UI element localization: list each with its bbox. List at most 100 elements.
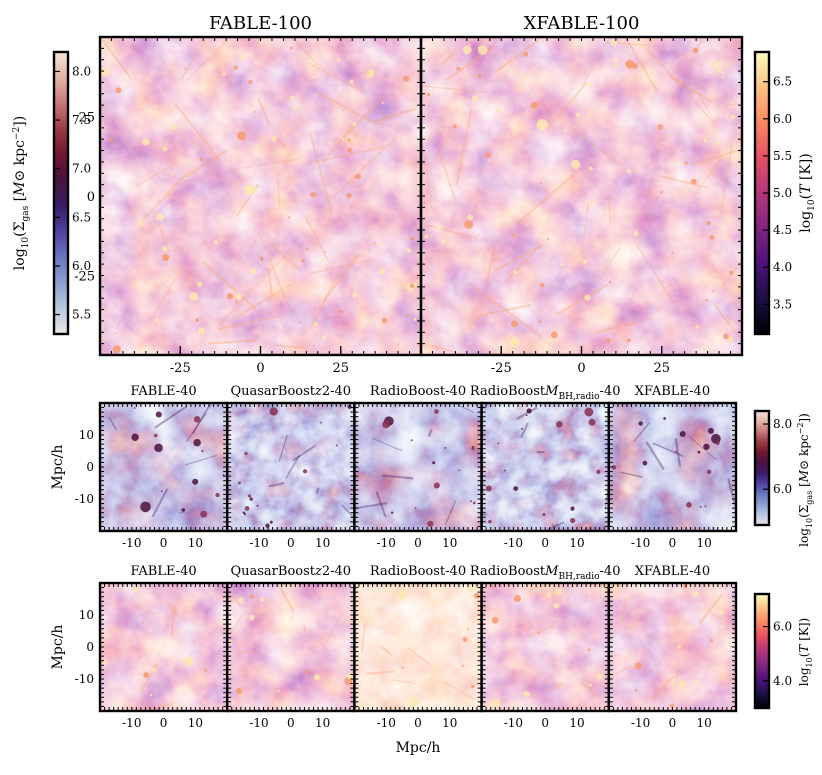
middle-xtick-label: 0 (541, 536, 549, 550)
middle-panel-4-halo (703, 443, 710, 450)
middle-ytick-label: -10 (75, 492, 94, 506)
bottom-panel-3-minor-ticks (481, 583, 609, 711)
top-panel-1-halo (423, 201, 426, 204)
top-panel-0-halo (240, 167, 243, 170)
top-panel-0-halo (112, 345, 121, 354)
top-panel-0-halo (171, 172, 175, 176)
bottom-colorbar-tick-label: 4.0 (773, 674, 792, 688)
top-panel-1-halo (511, 233, 516, 237)
top-panel-1-halo (608, 280, 612, 284)
bottom-xtick-label: 0 (287, 716, 295, 730)
top-panel-1-halo (467, 214, 474, 221)
middle-panel-2-halo (472, 446, 474, 448)
middle-xtick-label: -10 (631, 536, 650, 550)
top-panel-1-minor-ticks (421, 37, 742, 355)
T: T (798, 183, 814, 194)
top-panel-1-filament (479, 303, 532, 317)
top-panel-0-filament (202, 261, 257, 310)
title-part: -40 (600, 564, 621, 579)
bottom-panel-4-halo (635, 662, 642, 670)
top-panel-1-halo (626, 169, 632, 174)
middle-panel-1-halo (302, 469, 308, 474)
top-panel-0-halo (233, 312, 236, 315)
top-left-colorbar: 8.0 7.5 7.0 6.5 6.0 5.5 (52, 50, 91, 336)
top-panel-1-halo (564, 129, 567, 133)
middle-panel-2-filament (375, 491, 387, 518)
title-part: 2-40 (322, 384, 351, 399)
top-panel-0-halo (312, 75, 317, 79)
middle-panel-0-halo (133, 407, 136, 409)
top-panel-0-halo (259, 262, 262, 264)
top-panel-1-halo (681, 150, 684, 152)
bottom-panel-4-filament (609, 665, 632, 678)
middle-panel-3-filament (516, 406, 538, 420)
middle-panel-1-halo (244, 451, 248, 456)
top-panel-0-halo (311, 305, 314, 308)
top-xtick-label: 0 (577, 361, 585, 376)
top-panel-1-filament (659, 174, 709, 189)
top-panel-0-halo (240, 54, 246, 60)
bottom-panel-3-filament (549, 682, 564, 692)
middle-panel-3-halo (503, 469, 506, 472)
top-panel-0-filament (160, 281, 176, 294)
middle-colorbar-label: log10(Σgas [M⊙ kpc−2]) (796, 413, 814, 547)
middle-panel-4-halo (706, 469, 712, 475)
middle-panel-3-halo (485, 485, 492, 492)
bottom-panel-2-field (354, 583, 482, 711)
bottom-panel-2-halo (456, 607, 458, 610)
middle-panel-1-minor-ticks (227, 403, 355, 531)
middle-panel-3-halo (570, 506, 575, 511)
bottom-panel-2-halo (473, 592, 480, 599)
bottom-xtick-label: 0 (669, 716, 677, 730)
bottom-panel-4-filament (710, 612, 737, 627)
bottom-panel-2-halo (431, 622, 435, 625)
bottom-panel-2-halo (428, 685, 432, 689)
bottom-panel-2-halo (397, 589, 408, 600)
bottom-panel-2 (353, 581, 483, 713)
top-panel-1-halo (712, 61, 719, 68)
top-left-colorbar-label: log10(Σgas [M⊙ kpc−2]) (12, 116, 31, 270)
middle-panel-1-filament (285, 454, 301, 479)
middle-ylabel: Mpc/h (50, 445, 66, 490)
top-panel-0-filament (272, 306, 292, 339)
middle-panel-0-filament (154, 405, 188, 429)
top-xtick-label: 0 (256, 361, 264, 376)
top-panel-1-halo (717, 304, 720, 307)
sigma-text: (Σ (797, 505, 811, 518)
bottom-panel-4-halo (729, 645, 733, 648)
top-panel-1-halo (488, 342, 492, 345)
top-panel-0-halo (142, 138, 150, 146)
top-panel-0-filament (269, 242, 300, 271)
middle-panel-4-filament (652, 442, 684, 458)
top-panel-0-halo (321, 335, 326, 340)
middle-xtick-label: 10 (569, 536, 584, 550)
top-panel-1-halo (526, 223, 529, 226)
top-panel-1-filament (494, 36, 544, 74)
top-xtick-label: -25 (170, 361, 191, 376)
middle-panel-1-halo (249, 497, 253, 501)
top-panel-0-halo (189, 292, 199, 301)
bottom-panel-3-halo (587, 648, 591, 651)
bottom-panel-1-halo (277, 689, 280, 693)
top-panel-0-filament (258, 231, 291, 311)
top-panel-0-halo (347, 148, 352, 153)
top-panel-1-halo (571, 159, 581, 170)
top-panel-0-halo (343, 109, 345, 112)
top-panel-1-halo (471, 95, 479, 102)
top-panel-0-halo (183, 177, 186, 180)
middle-panel-4-filament (688, 435, 717, 460)
top-panel-1-halo (477, 45, 488, 55)
top-panel-0-halo (154, 317, 160, 323)
top-right-colorbar-gradient (755, 52, 769, 334)
top-panel-1-filament (420, 85, 487, 94)
top-panel-1-halo (684, 161, 688, 165)
middle-panel-3-halo (488, 519, 492, 524)
bottom-panel-4-halo (634, 688, 638, 692)
top-panel-0-halo (379, 243, 383, 246)
top-panel-1-halo (583, 259, 588, 264)
middle-panel-1-filament (268, 482, 285, 488)
top-panel-0-filament (315, 90, 379, 126)
bottom-panel-2-halo (461, 664, 464, 667)
top-panel-0-halo (195, 318, 199, 322)
top-panel-0-halo (290, 46, 293, 50)
